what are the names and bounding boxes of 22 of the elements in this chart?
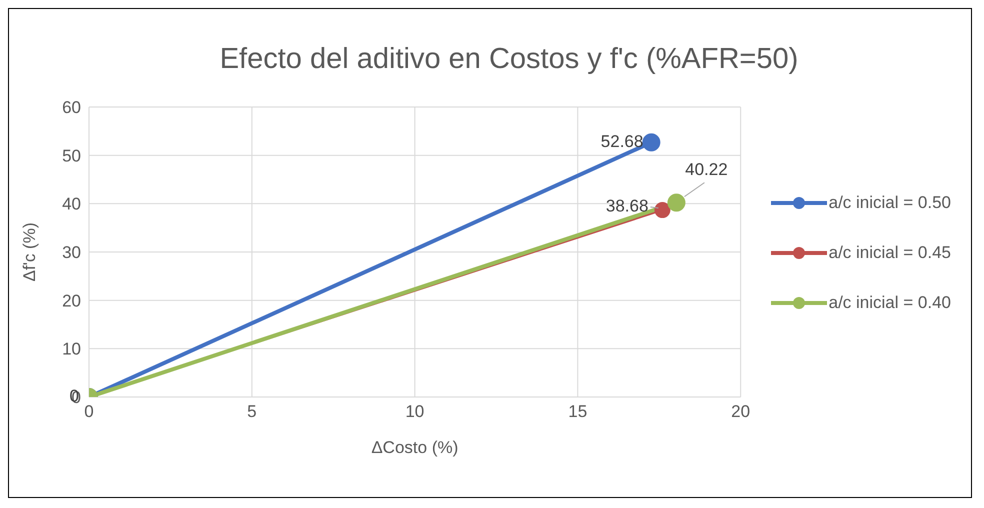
y-axis-title: Δf'c (%) bbox=[20, 222, 40, 282]
x-tick-label: 0 bbox=[84, 402, 94, 422]
chart-title: Efecto del aditivo en Costos y f'c (%AFR=50) bbox=[218, 43, 800, 76]
y-tick-label: 0 bbox=[72, 388, 81, 408]
legend-label: a/c inicial = 0.50 bbox=[828, 193, 951, 213]
point bbox=[654, 202, 670, 218]
data-label: 38.68 bbox=[606, 196, 648, 216]
legend-label: a/c inicial = 0.45 bbox=[828, 243, 951, 263]
x-axis-title: ΔCosto (%) bbox=[371, 438, 458, 457]
y-tick-label: 60 bbox=[62, 98, 81, 118]
x-tick-label: 10 bbox=[405, 402, 424, 422]
y-tick-label: 40 bbox=[62, 194, 81, 214]
x-tick-label: 20 bbox=[731, 402, 750, 422]
y-tick-label: 10 bbox=[62, 340, 81, 359]
y-tick-label: 50 bbox=[62, 146, 81, 166]
y-tick-label: 30 bbox=[62, 243, 81, 262]
legend-label: a/c inicial = 0.40 bbox=[828, 293, 951, 313]
data-label: 52.68 bbox=[600, 132, 644, 151]
x-tick-label: 15 bbox=[568, 402, 588, 422]
data-label: 40.22 bbox=[685, 160, 728, 180]
x-tick-label: 5 bbox=[247, 402, 257, 422]
y-tick-label: 20 bbox=[62, 291, 81, 310]
